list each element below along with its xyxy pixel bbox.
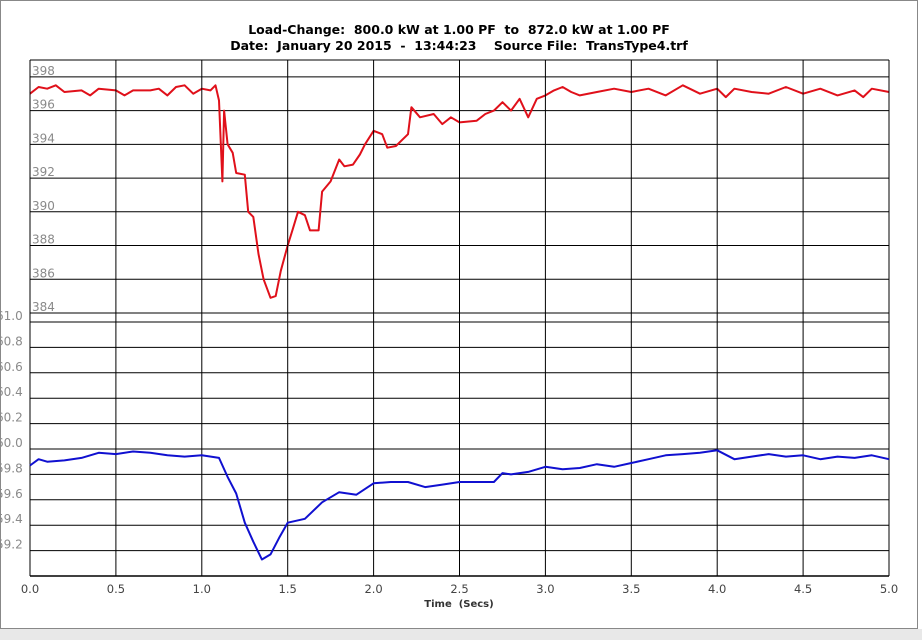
y-tick-label: 59.6 — [0, 487, 23, 501]
y-tick-label: 396 — [32, 98, 55, 112]
y-tick-label: 398 — [32, 64, 55, 78]
x-tick-label: 2.5 — [450, 582, 468, 596]
y-tick-label: 60.2 — [0, 411, 23, 425]
x-tick-label: 1.5 — [279, 582, 297, 596]
y-tick-label: 60.8 — [0, 334, 23, 348]
y-tick-label: 60.4 — [0, 385, 23, 399]
y-tick-label: 60.6 — [0, 360, 23, 374]
x-tick-label: 3.5 — [622, 582, 640, 596]
series-line — [29, 449, 890, 561]
x-tick-label: 3.0 — [536, 582, 554, 596]
y-tick-label: 394 — [32, 131, 55, 145]
x-tick-label: 0.5 — [107, 582, 125, 596]
footer-bar — [0, 629, 922, 640]
chart-subtitle: Date: January 20 2015 - 13:44:23 Source … — [230, 38, 688, 53]
x-tick-label: 4.0 — [708, 582, 726, 596]
y-tick-label: 60.0 — [0, 436, 23, 450]
x-tick-label: 5.0 — [880, 582, 898, 596]
y-tick-label: 392 — [32, 165, 55, 179]
x-tick-label: 0.0 — [21, 582, 39, 596]
y-tick-label: 61.0 — [0, 309, 23, 323]
y-tick-label: 384 — [32, 300, 55, 314]
chart-title: Load-Change: 800.0 kW at 1.00 PF to 872.… — [248, 22, 670, 37]
y-tick-label: 390 — [32, 199, 55, 213]
x-tick-label: 2.0 — [364, 582, 382, 596]
y-tick-label: 59.2 — [0, 538, 23, 552]
x-tick-label: 1.0 — [193, 582, 211, 596]
y-tick-label: 388 — [32, 233, 55, 247]
y-tick-label: 59.4 — [0, 512, 23, 526]
y-tick-label: 59.8 — [0, 461, 23, 475]
series-line — [29, 84, 890, 299]
x-axis-label: Time (Secs) — [424, 599, 493, 610]
x-tick-label: 4.5 — [794, 582, 812, 596]
y-tick-label: 386 — [32, 266, 55, 280]
